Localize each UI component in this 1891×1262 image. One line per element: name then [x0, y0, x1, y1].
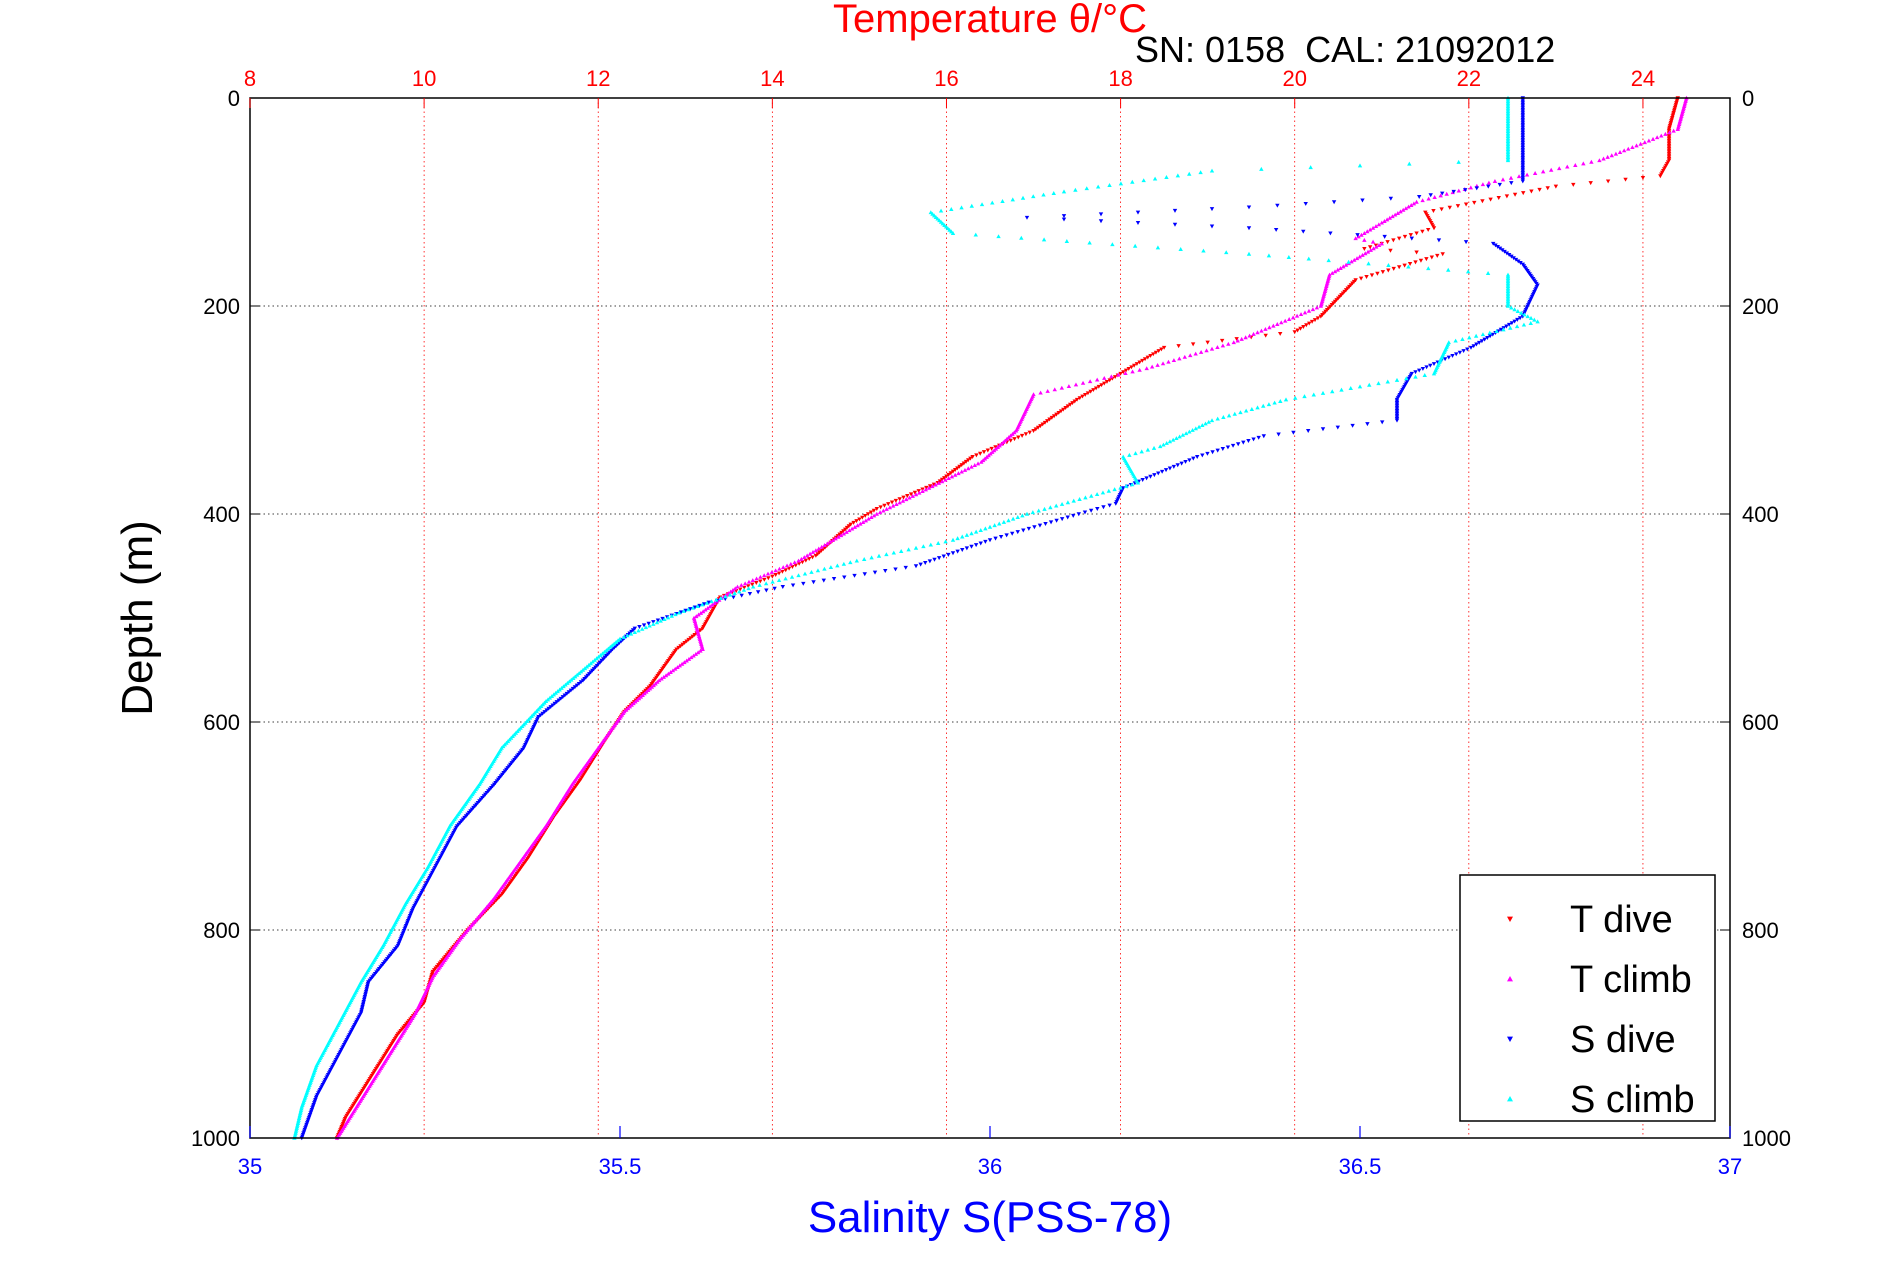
legend-label: S dive: [1570, 1019, 1676, 1061]
depth-tick-label-left: 400: [203, 502, 240, 527]
legend-marker: [1507, 916, 1513, 922]
legend-marker: [1507, 1036, 1513, 1042]
legend-label: T dive: [1570, 899, 1673, 941]
depth-tick-label-left: 800: [203, 918, 240, 943]
y-axis-label: Depth (m): [113, 520, 162, 716]
salinity-tick-label: 36.5: [1339, 1154, 1382, 1179]
temperature-tick-label: 12: [586, 66, 610, 91]
depth-tick-label-right: 800: [1742, 918, 1779, 943]
depth-tick-label-right: 200: [1742, 294, 1779, 319]
temperature-tick-label: 10: [412, 66, 436, 91]
legend-box: [1459, 874, 1716, 1122]
salinity-tick-label: 35: [238, 1154, 262, 1179]
temperature-tick-label: 24: [1631, 66, 1655, 91]
legend: T dive T climb S dive S climb: [1459, 874, 1716, 1122]
temperature-tick-label: 20: [1282, 66, 1306, 91]
legend-label: S climb: [1570, 1079, 1695, 1121]
legend-marker: [1507, 976, 1513, 982]
depth-tick-label-left: 200: [203, 294, 240, 319]
depth-tick-label-left: 0: [228, 86, 240, 111]
temperature-tick-label: 8: [244, 66, 256, 91]
temperature-tick-label: 16: [934, 66, 958, 91]
depth-tick-label-left: 1000: [191, 1126, 240, 1151]
temperature-tick-label: 22: [1457, 66, 1481, 91]
depth-tick-label-left: 600: [203, 710, 240, 735]
legend-label: T climb: [1570, 959, 1692, 1001]
chart-title: Temperature θ/°C: [833, 0, 1147, 41]
legend-marker: [1507, 1096, 1513, 1102]
x-axis-label: Salinity S(PSS-78): [808, 1193, 1172, 1242]
salinity-tick-label: 35.5: [599, 1154, 642, 1179]
depth-tick-label-right: 400: [1742, 502, 1779, 527]
salinity-tick-label: 37: [1718, 1154, 1742, 1179]
temperature-tick-label: 14: [760, 66, 784, 91]
legend-items: T dive T climb S dive S climb: [1507, 899, 1695, 1121]
temperature-tick-label: 18: [1108, 66, 1132, 91]
depth-tick-label-right: 1000: [1742, 1126, 1791, 1151]
chart-subtitle: SN: 0158 CAL: 21092012: [1135, 29, 1555, 70]
salinity-tick-label: 36: [978, 1154, 1002, 1179]
depth-tick-label-right: 600: [1742, 710, 1779, 735]
tick-layer: 0 0 200 200 400 400 600 600 800 800 1000 1000 8 10 12 1…: [191, 66, 1791, 1179]
depth-tick-label-right: 0: [1742, 86, 1754, 111]
